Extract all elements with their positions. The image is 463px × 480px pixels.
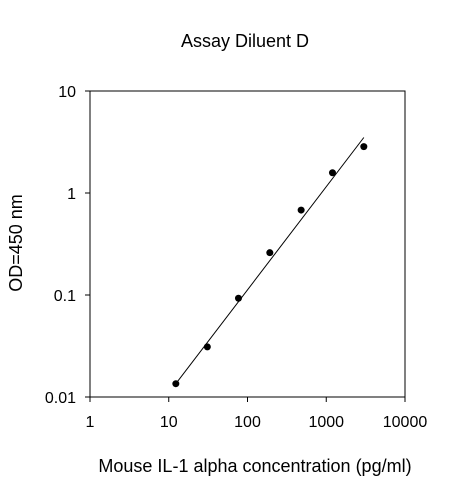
x-tick-label: 1000	[308, 414, 344, 431]
fit-line-group	[175, 137, 365, 385]
data-points	[172, 143, 368, 388]
data-point	[328, 169, 336, 177]
data-point	[234, 294, 242, 302]
data-point	[297, 206, 305, 214]
y-tick-label: 1	[67, 186, 76, 203]
data-point	[266, 249, 274, 257]
x-tick-label: 10	[160, 414, 178, 431]
x-tick-label: 1	[86, 414, 95, 431]
y-axis-label: OD=450 nm	[6, 194, 26, 292]
y-axis: 0.01 0.1 1 10	[45, 84, 90, 407]
plot-area-frame	[89, 90, 406, 398]
fit-line	[175, 137, 365, 385]
x-tick-label: 10000	[383, 414, 428, 431]
data-point	[203, 343, 211, 351]
data-point	[360, 143, 368, 151]
y-tick-label: 0.1	[54, 288, 76, 305]
data-point	[172, 380, 180, 388]
x-axis-label: Mouse IL-1 alpha concentration (pg/ml)	[98, 456, 411, 476]
x-axis: 1 10 100 1000 10000	[86, 397, 428, 431]
x-tick-label: 100	[234, 414, 261, 431]
y-tick-label: 10	[58, 84, 76, 101]
chart-title: Assay Diluent D	[181, 31, 309, 51]
y-tick-label: 0.01	[45, 390, 76, 407]
